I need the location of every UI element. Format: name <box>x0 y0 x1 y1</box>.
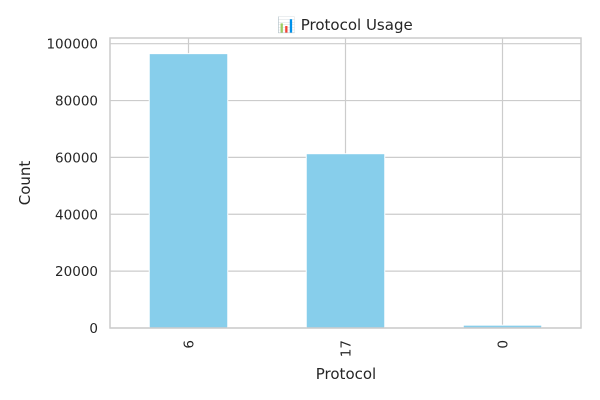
bar-protocol-6 <box>149 54 228 328</box>
y-tick-label: 80000 <box>55 94 98 110</box>
y-tick-label: 20000 <box>55 264 98 280</box>
x-tick-label: 0 <box>496 340 512 349</box>
y-tick-label: 60000 <box>55 150 98 166</box>
y-tick-label: 0 <box>89 321 98 337</box>
x-tick-label: 6 <box>182 340 198 349</box>
x-tick-labels: 6 17 0 <box>182 340 512 357</box>
x-axis-label: Protocol <box>316 365 376 383</box>
bar-protocol-17 <box>306 154 385 328</box>
x-tick-label: 17 <box>339 340 355 357</box>
y-tick-label: 100000 <box>46 37 98 53</box>
chart-title: 📊 Protocol Usage <box>277 16 412 34</box>
y-axis-label: Count <box>16 161 34 206</box>
y-tick-labels: 0 20000 40000 60000 80000 100000 <box>46 37 98 337</box>
y-tick-label: 40000 <box>55 207 98 223</box>
